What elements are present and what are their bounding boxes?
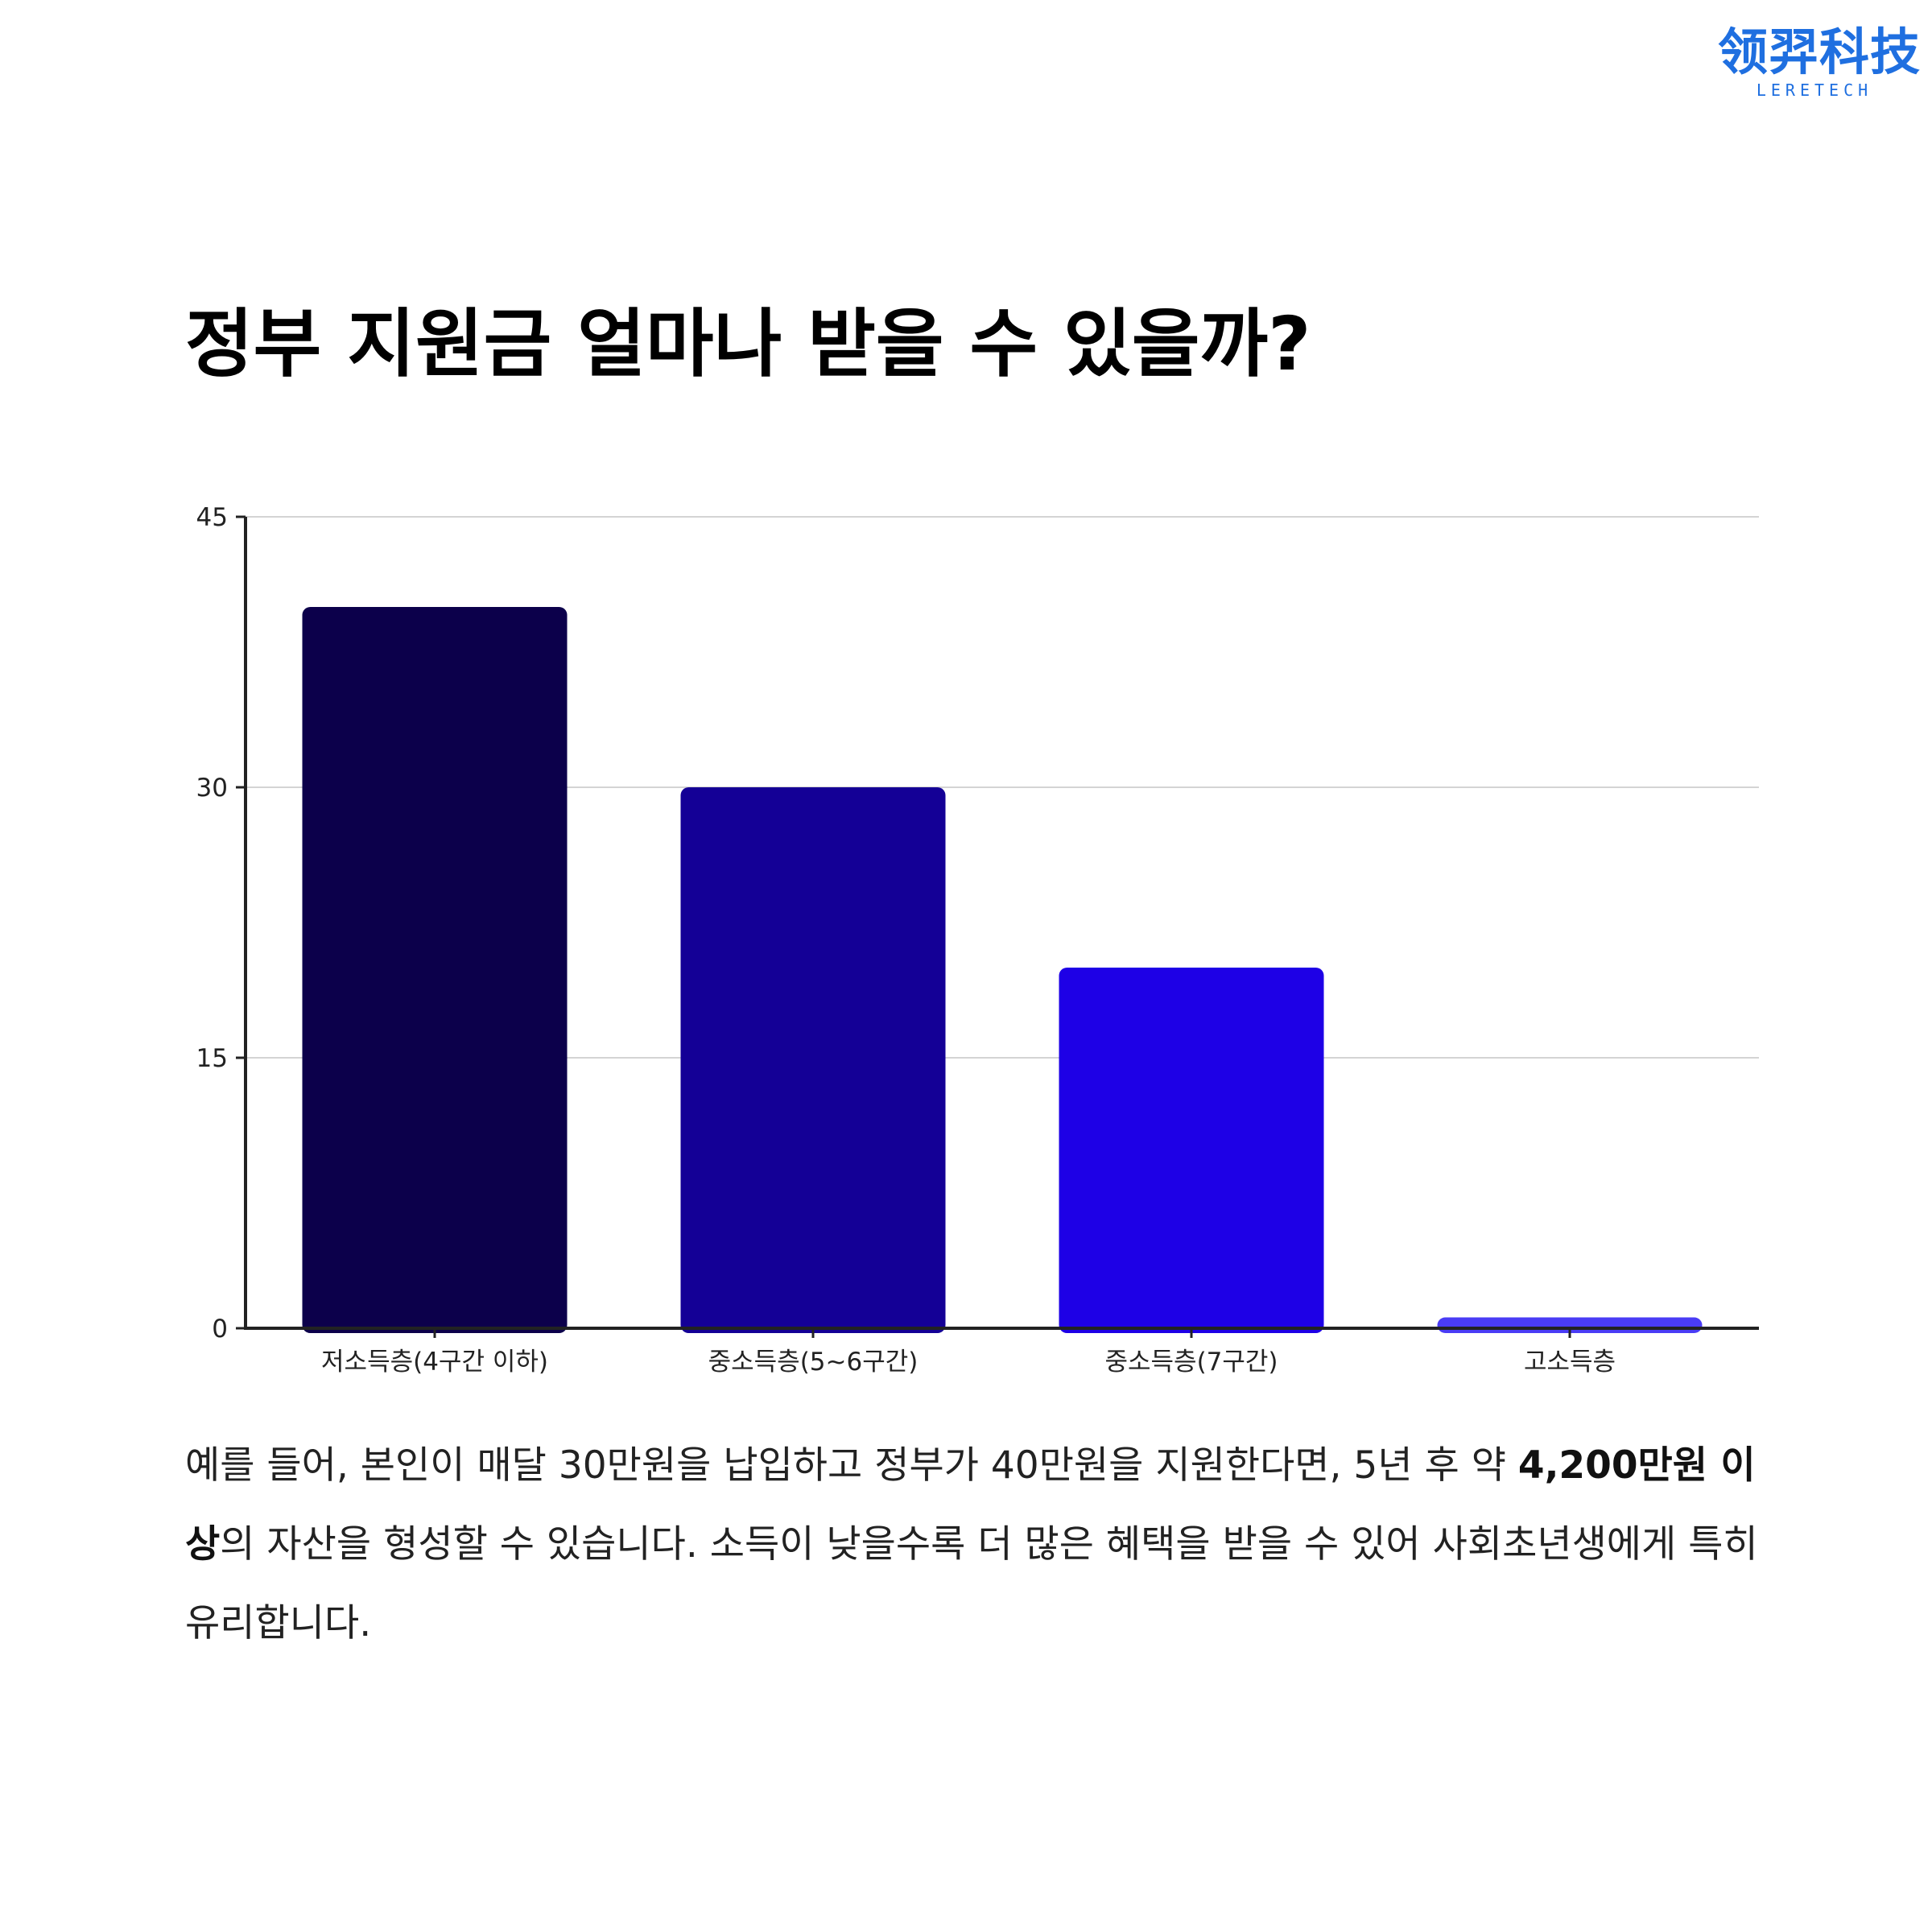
description-highlight: 4,200만원 이상	[185, 1443, 1756, 1567]
y-tick-label: 15	[196, 1044, 228, 1073]
bar	[302, 607, 568, 1333]
description-part-2: 의 자산을 형성할 수 있습니다. 소득이 낮을수록 더 많은 혜택을 받을 수…	[185, 1522, 1758, 1645]
x-tick-label: 중소득층(7구간)	[1104, 1348, 1278, 1377]
description-part-1: 예를 들어, 본인이 매달 30만원을 납입하고 정부가 40만원을 지원한다면…	[185, 1443, 1518, 1488]
x-tick-label: 저소득층(4구간 이하)	[321, 1348, 548, 1377]
axes	[236, 515, 1759, 1338]
description-paragraph: 예를 들어, 본인이 매달 30만원을 납입하고 정부가 40만원을 지원한다면…	[185, 1426, 1787, 1663]
y-tick-label: 0	[212, 1315, 228, 1344]
bar	[1059, 968, 1324, 1333]
x-tick-label: 고소득층	[1524, 1348, 1616, 1377]
bars	[302, 607, 1703, 1333]
y-tick-label: 45	[196, 503, 228, 532]
x-tick-labels: 저소득층(4구간 이하) 중소득층(5~6구간) 중소득층(7구간) 고소득층	[321, 1348, 1616, 1377]
x-tick-label: 중소득층(5~6구간)	[708, 1348, 919, 1377]
bar	[680, 787, 946, 1333]
logo-english-name: LERETECH	[1756, 80, 1873, 100]
page-title: 정부 지원금 얼마나 받을 수 있을까?	[185, 301, 1311, 387]
logo-chinese-name: 领羿科技	[1718, 23, 1922, 81]
company-logo: 领羿科技 LERETECH	[1718, 23, 1922, 101]
y-tick-labels: 0 15 30 45	[196, 503, 228, 1344]
y-tick-label: 30	[196, 774, 228, 803]
